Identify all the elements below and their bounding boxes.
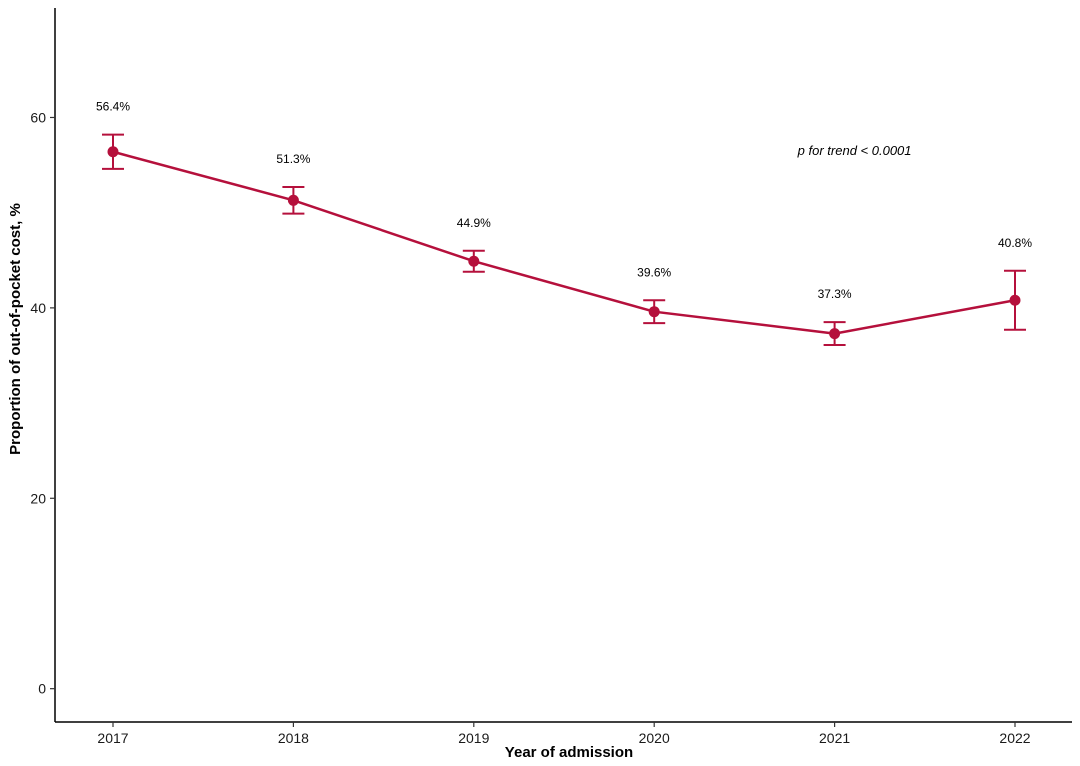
data-label: 37.3%	[818, 287, 852, 301]
y-tick-label: 0	[38, 681, 46, 697]
axes	[54, 8, 1072, 723]
data-label: 39.6%	[637, 265, 671, 279]
x-axis-title: Year of admission	[505, 744, 633, 761]
y-tick-label: 20	[30, 490, 46, 506]
data-label: 56.4%	[96, 100, 130, 114]
x-tick-label: 2021	[819, 730, 850, 746]
data-point	[1009, 294, 1021, 306]
series-line	[112, 150, 1016, 335]
x-tick-label: 2017	[97, 730, 128, 746]
data-label: 40.8%	[998, 236, 1032, 250]
x-tick-label: 2020	[639, 730, 670, 746]
data-point	[287, 194, 299, 206]
data-label: 51.3%	[276, 152, 310, 166]
y-axis-title: Proportion of out-of-pocket cost, %	[7, 203, 24, 455]
x-tick-label: 2018	[278, 730, 309, 746]
x-tick-label: 2022	[999, 730, 1030, 746]
y-tick-label: 60	[30, 109, 46, 125]
trend-annotation: p for trend < 0.0001	[797, 143, 912, 158]
tick-marks: 0 20 40 60 2017 2018 2019 2020 2021 2022	[30, 109, 1030, 746]
y-tick-label: 40	[30, 300, 46, 316]
data-point	[107, 146, 119, 158]
x-tick-label: 2019	[458, 730, 489, 746]
data-point	[648, 306, 660, 318]
data-point	[468, 255, 480, 267]
series-group: 56.4% 51.3% 44.9% 39.6% 37.3% 40.8%	[96, 100, 1032, 347]
data-point	[829, 328, 841, 340]
data-label: 44.9%	[457, 216, 491, 230]
